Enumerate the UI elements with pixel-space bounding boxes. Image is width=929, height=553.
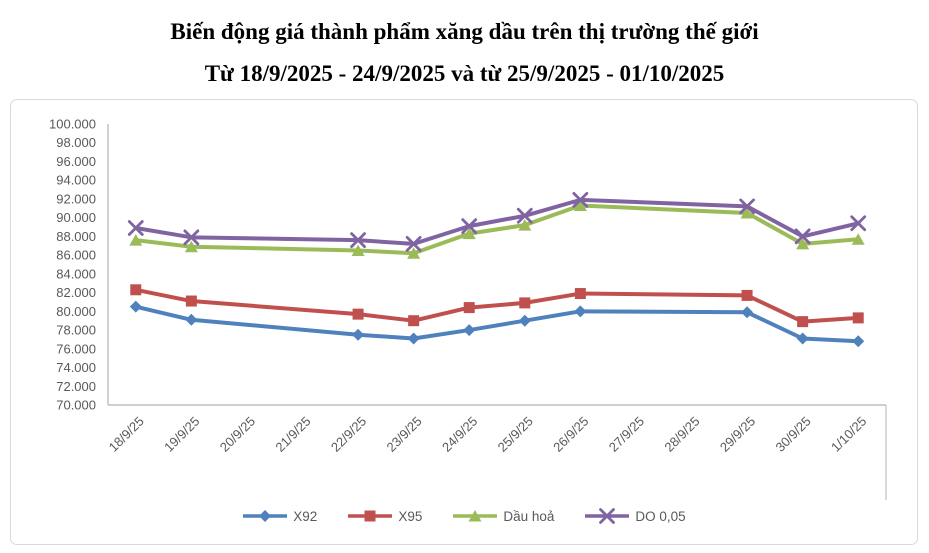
y-tick-label: 72.000 [56, 379, 96, 394]
legend-marker-diamond-icon [243, 510, 288, 522]
legend-glyph [364, 510, 376, 522]
series-d-u-ho-marker [573, 199, 587, 211]
y-tick-label: 92.000 [56, 191, 96, 206]
series-do-0-05-marker [350, 232, 366, 249]
x-tick-label: 30/9/25 [772, 414, 813, 455]
series-do-0-05-marker [850, 215, 867, 232]
legend-glyph [259, 510, 272, 522]
x-tick-label: 20/9/25 [217, 414, 258, 455]
y-tick-label: 88.000 [56, 229, 96, 244]
series-d-u-ho-marker [351, 244, 365, 256]
series-d-u-ho-line [133, 203, 861, 256]
x-tick-label: 25/9/25 [495, 414, 536, 455]
x-tick-label: 23/9/25 [383, 414, 424, 455]
y-tick-label: 70.000 [56, 398, 96, 413]
legend-label-x95: X95 [398, 508, 423, 524]
x-tick-label: 21/9/25 [272, 414, 313, 455]
series-x92-marker [574, 305, 587, 318]
series-d-u-ho-marker [462, 227, 476, 240]
legend-marker-square-icon [348, 510, 393, 522]
legend-item-do-0-05: DO 0,05 [584, 508, 686, 524]
y-tick-label: 84.000 [56, 266, 96, 281]
series-x95-marker [797, 316, 809, 328]
y-tick-label: 90.000 [56, 210, 96, 225]
legend-marker-xcross-icon [585, 508, 630, 524]
series-d-u-ho-marker [129, 234, 143, 246]
series-x95-marker [741, 289, 753, 301]
x-tick-label: 19/9/25 [161, 414, 202, 455]
x-tick-label: 27/9/25 [606, 414, 647, 455]
series-d-u-ho-marker [851, 233, 865, 245]
y-tick-label: 78.000 [56, 323, 96, 338]
y-tick-label: 100.000 [49, 117, 96, 132]
series-x92-marker [185, 313, 198, 326]
legend-glyph [599, 508, 616, 524]
x-tick-label: 26/9/25 [550, 414, 591, 455]
series-x95-marker [519, 297, 531, 309]
chart-title-line2: Từ 18/9/2025 - 24/9/2025 và từ 25/9/2025… [204, 61, 725, 86]
legend-item-x92: X92 [242, 508, 317, 524]
series-x92-marker [852, 335, 865, 348]
legend-marker-triangle-icon [453, 510, 498, 522]
series-x92-marker [518, 314, 531, 327]
series-d-u-ho-marker [518, 219, 532, 231]
series-x95-marker [852, 312, 864, 324]
y-tick-label: 98.000 [56, 135, 96, 150]
series-do-0-05-marker [461, 218, 478, 234]
y-tick-label: 94.000 [56, 173, 96, 188]
legend-item-d-u-ho: Dầu hoả [452, 508, 554, 524]
series-do-0-05-marker [794, 228, 811, 245]
series-x95-marker [463, 302, 475, 314]
x-tick-label: 22/9/25 [328, 414, 369, 455]
x-tick-label: 1/10/25 [828, 414, 869, 455]
series-x95-marker [408, 315, 420, 327]
x-tick-label: 28/9/25 [661, 414, 702, 455]
series-x92-marker [463, 324, 476, 337]
series-do-0-05-marker [183, 229, 200, 246]
series-do-0-05-marker [405, 235, 422, 252]
chart-title-line1: Biến động giá thành phẩm xăng dầu trên t… [170, 19, 759, 44]
x-tick-label: 24/9/25 [439, 414, 480, 455]
x-tick-label: 29/9/25 [717, 414, 758, 455]
series-do-0-05-line [133, 197, 861, 246]
series-x92-marker [352, 328, 365, 341]
legend-label-x92: X92 [293, 508, 318, 524]
series-d-u-ho-marker [796, 237, 810, 250]
y-tick-label: 80.000 [56, 304, 96, 319]
chart-legend: X92 X95 Dầu hoả DO 0,05 [11, 504, 917, 528]
series-do-0-05-marker [739, 198, 755, 215]
series-x95-marker [574, 288, 586, 300]
legend-glyph [468, 510, 482, 522]
series-x95-marker [185, 295, 197, 307]
legend-label-do-0-05: DO 0,05 [635, 508, 686, 524]
series-x95-line [133, 287, 861, 324]
price-line-chart: 100.000 98.000 96.000 94.000 92.000 90.000 88.… [49, 117, 887, 500]
x-tick-label: 18/9/25 [106, 414, 147, 455]
legend-item-x95: X95 [347, 508, 422, 524]
series-x95-marker [352, 308, 364, 320]
legend-label-d-u-ho: Dầu hoả [503, 508, 555, 524]
series-x92-marker [741, 306, 754, 319]
chart-panel: 100.000 98.000 96.000 94.000 92.000 90.000 88.… [10, 99, 918, 545]
y-tick-label: 76.000 [56, 341, 96, 356]
y-tick-label: 86.000 [56, 248, 96, 263]
series-x95-marker [130, 284, 142, 296]
series-x92-marker [796, 332, 809, 345]
y-tick-label: 82.000 [56, 285, 96, 300]
series-d-u-ho-marker [184, 240, 198, 253]
series-x92-line [133, 304, 861, 344]
series-d-u-ho-marker [407, 247, 421, 259]
series-do-0-05-marker [572, 191, 589, 208]
series-do-0-05-marker [516, 207, 533, 224]
series-x92-marker [129, 300, 142, 313]
series-d-u-ho-marker [740, 206, 754, 219]
y-tick-label: 74.000 [56, 360, 96, 375]
y-tick-label: 96.000 [56, 154, 96, 169]
chart-title: Biến động giá thành phẩm xăng dầu trên t… [0, 6, 929, 85]
series-do-0-05-marker [127, 220, 144, 236]
series-x92-marker [407, 332, 420, 345]
